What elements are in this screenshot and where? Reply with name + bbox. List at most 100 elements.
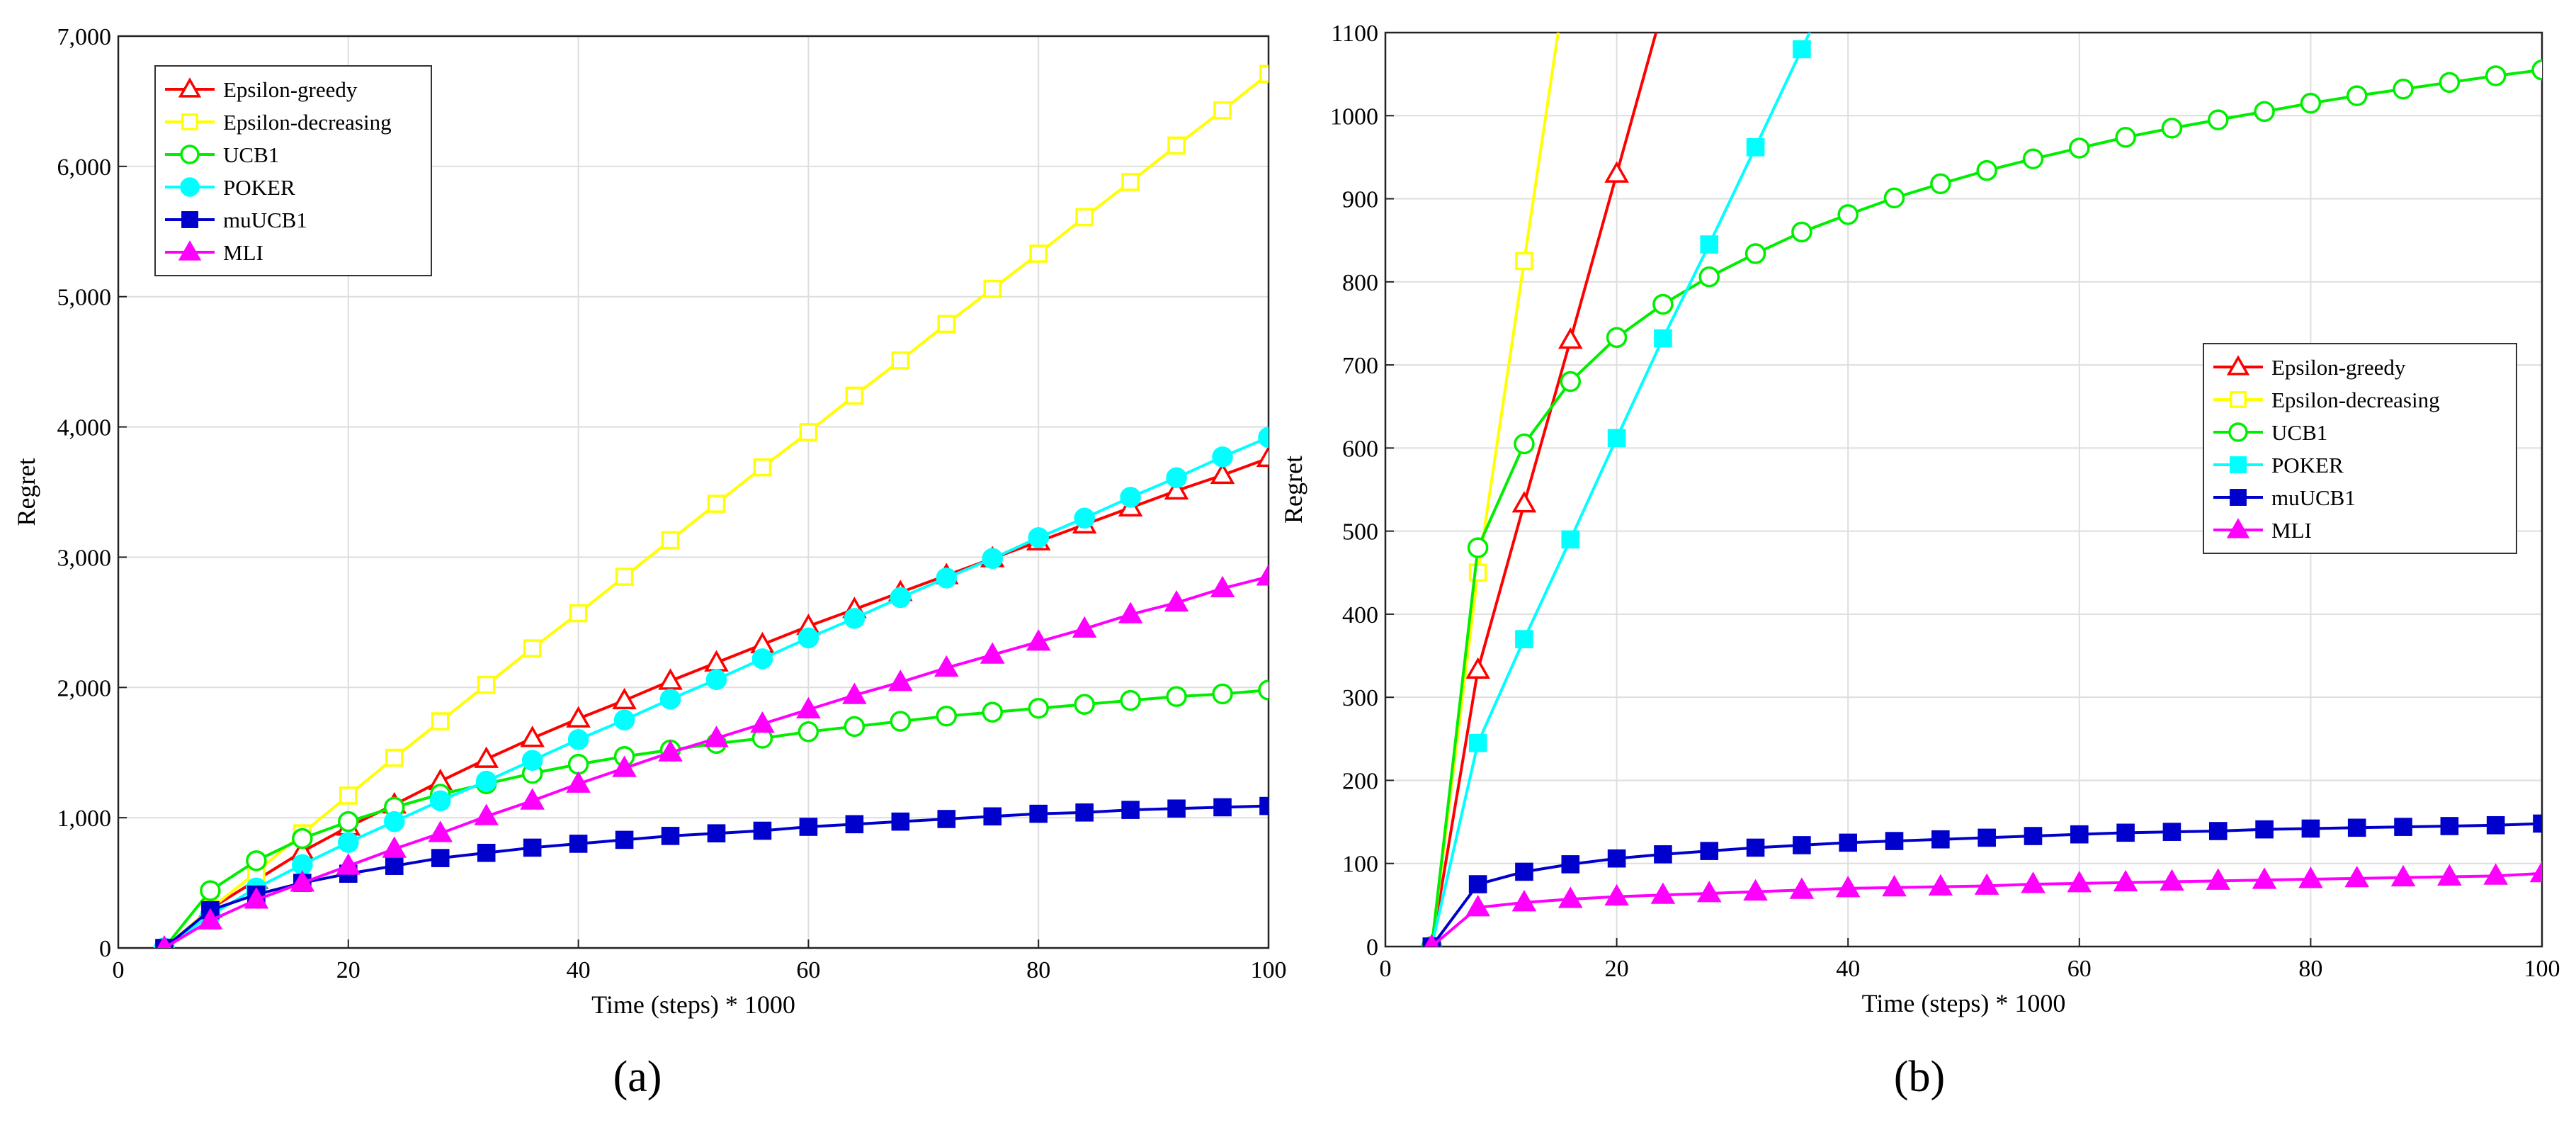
marker [890,587,912,609]
marker [799,423,818,441]
marker [1654,845,1672,864]
y-tick-label: 7,000 [57,24,112,50]
marker [798,721,819,742]
y-tick-label: 3,000 [57,545,112,571]
marker [477,675,496,694]
x-tick-label: 40 [567,957,591,983]
marker [1120,487,1141,508]
marker [1424,934,1439,947]
y-tick-label: 0 [1366,934,1378,961]
marker [1557,886,1583,908]
marker [566,771,591,793]
marker [2230,456,2247,473]
marker [1256,445,1269,468]
marker [2531,60,2542,81]
marker [1696,881,1722,903]
marker [1557,327,1583,349]
legend-label: POKER [223,175,295,200]
marker [1560,371,1582,393]
marker [2021,871,2046,893]
marker [1465,895,1490,917]
marker [157,935,172,948]
legend: Epsilon-greedy Epsilon-decreasing UCB1 POKE… [154,65,432,276]
marker [1166,686,1187,707]
marker [1465,657,1490,679]
marker [1468,733,1487,752]
marker [292,828,313,849]
legend: Epsilon-greedy Epsilon-decreasing UCB1 POKE… [2203,343,2517,554]
legend-label: POKER [2271,453,2344,478]
caption: (a) [613,1053,662,1101]
chart: 0 20 40 60 80 1000100200300400500600700800900… [1279,0,2560,1101]
marker [290,870,315,892]
marker [615,830,634,849]
marker [1210,575,1235,598]
y-tick-label: 5,000 [57,285,112,311]
x-tick-label: 20 [336,957,361,983]
marker [2226,355,2250,375]
x-tick-label: 40 [1836,956,1860,982]
marker [567,754,589,775]
marker [2298,866,2323,888]
marker [1511,890,1537,912]
marker [1515,630,1533,648]
y-tick-label: 1,000 [57,806,112,832]
x-tick-label: 80 [2298,956,2322,982]
marker [1258,427,1269,448]
plot-frame [117,35,1270,949]
marker [2160,869,2184,891]
plot-frame [1384,31,2543,948]
marker [1514,433,1535,455]
marker [2162,823,2181,841]
marker [983,807,1002,826]
marker [1604,161,1629,183]
marker [613,709,635,730]
marker [1653,0,1674,16]
marker [2344,866,2370,888]
marker [1839,833,1857,852]
y-tick-label: 2,000 [57,675,112,701]
y-tick-label: 800 [1342,270,1378,296]
marker [2022,148,2044,170]
marker [888,670,913,691]
marker [2439,72,2461,94]
marker [180,145,200,164]
marker [704,725,729,747]
marker [615,568,634,586]
marker [474,803,499,825]
marker [2255,820,2274,839]
marker [704,650,729,672]
marker [569,604,588,623]
marker [244,887,269,909]
marker [2069,137,2090,159]
marker [431,849,450,867]
marker [2394,818,2412,836]
y-axis-label: Regret [1279,456,1307,524]
marker [1515,252,1533,271]
marker [2440,817,2459,835]
legend-label: Epsilon-greedy [223,77,358,102]
marker [566,706,591,728]
marker [520,725,545,747]
marker [2300,92,2322,114]
marker [2024,827,2043,845]
marker [1837,204,1859,225]
marker [2113,869,2138,892]
y-axis-label: Regret [12,458,40,526]
marker [750,711,775,733]
x-tick-label: 60 [796,957,820,983]
marker [1166,467,1187,489]
y-tick-label: 300 [1342,685,1378,711]
x-tick-label: 60 [2067,956,2092,982]
marker [2230,391,2247,408]
marker [1026,629,1051,651]
marker [1213,101,1232,120]
y-tick-label: 0 [99,936,111,962]
x-tick-label: 0 [1380,956,1392,982]
marker [178,240,202,261]
marker [1213,798,1232,817]
y-tick-label: 100 [1342,852,1378,878]
marker [1743,879,1768,901]
marker [1072,616,1097,638]
marker [2533,814,2542,833]
